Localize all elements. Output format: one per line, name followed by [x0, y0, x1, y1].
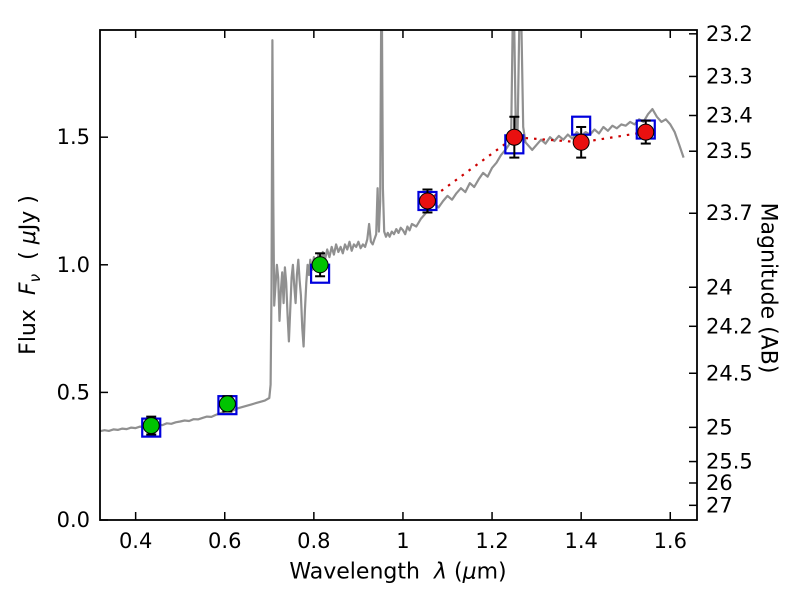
plot-data-area	[100, 30, 685, 438]
x-axis-unit: (μm)	[453, 559, 507, 585]
y-tick-label-right: 23.3	[706, 64, 753, 88]
dotted-connector-line	[426, 131, 646, 202]
y-tick-label-left: 0.5	[57, 380, 90, 404]
y-tick-label-right: 25	[706, 415, 733, 439]
x-tick-label: 0.6	[208, 529, 241, 553]
axes-frame	[99, 29, 698, 521]
observed-point	[142, 415, 160, 436]
right-y-axis-label: Magnitude (AB)	[755, 202, 781, 374]
observed-flux-marker	[218, 395, 236, 413]
x-axis-label: Wavelength λ (μm)	[289, 560, 506, 585]
x-tick-label: 1.2	[475, 529, 508, 553]
x-tick-label: 0.4	[119, 529, 152, 553]
y-tick-label-right: 23.5	[706, 139, 753, 163]
observed-point	[505, 115, 523, 159]
mu-symbol: μ	[462, 559, 477, 585]
observed-flux-marker	[418, 192, 436, 210]
observed-flux-marker	[572, 133, 590, 151]
observed-point	[218, 395, 236, 413]
spectrum-line	[100, 30, 685, 433]
observed-point	[637, 119, 655, 145]
y-tick-label-right: 23.4	[706, 103, 753, 127]
y-tick-label-right: 27	[706, 493, 733, 517]
y-tick-label-right: 24	[706, 275, 733, 299]
flux-unit: ( μJy )	[15, 195, 41, 260]
observed-point	[572, 125, 590, 159]
y-tick-label-left: 1.0	[57, 253, 90, 277]
observed-flux-marker	[311, 256, 329, 274]
y-tick-label-right: 25.5	[706, 450, 753, 474]
x-tick-label: 1.4	[564, 529, 597, 553]
mu-symbol: μ	[15, 230, 41, 245]
x-tick-label: 1.6	[654, 529, 687, 553]
y-tick-label-left: 0.0	[57, 508, 90, 532]
x-axis-word: Wavelength	[289, 559, 420, 585]
flux-word: Flux	[15, 309, 41, 355]
observed-point	[311, 252, 329, 278]
x-tick-label: 0.8	[297, 529, 330, 553]
lambda-symbol: λ	[433, 559, 447, 585]
y-tick-label-right: 26	[706, 471, 733, 495]
observed-flux-marker	[505, 128, 523, 146]
left-y-axis-label: Flux Fν ( μJy )	[16, 195, 44, 355]
observed-point	[418, 188, 436, 214]
y-tick-label-right: 23.7	[706, 201, 753, 225]
x-tick-label: 1	[396, 529, 409, 553]
nu-subscript: ν	[26, 273, 45, 283]
observed-flux-marker	[637, 123, 655, 141]
y-tick-label-left: 1.5	[57, 125, 90, 149]
y-tick-label-right: 23.2	[706, 22, 753, 46]
flux-symbol: F	[15, 282, 41, 296]
y-tick-label-right: 24.5	[706, 361, 753, 385]
y-tick-label-right: 24.2	[706, 314, 753, 338]
observed-flux-marker	[142, 417, 160, 435]
